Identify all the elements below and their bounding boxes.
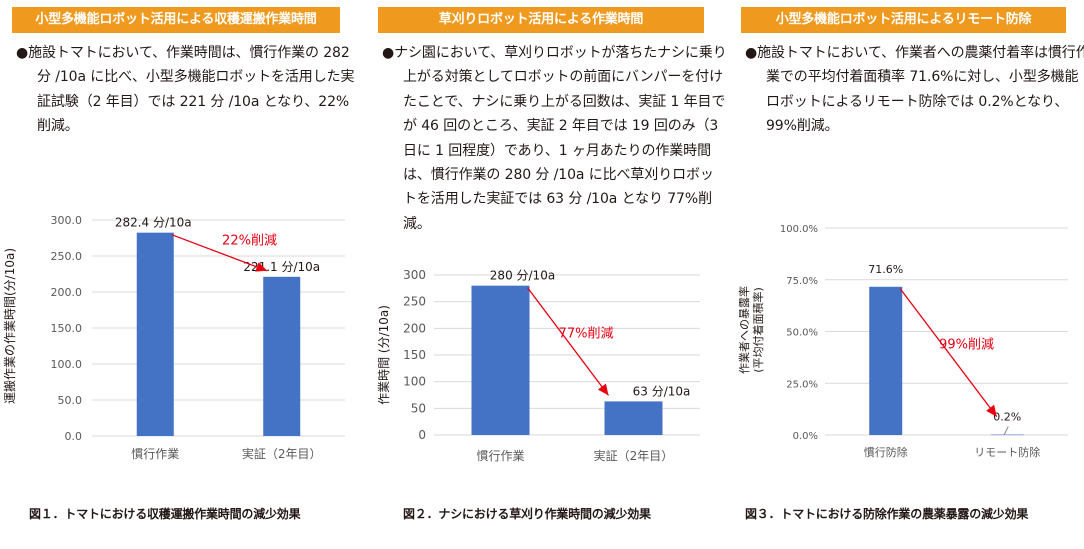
reduction-arrowhead — [255, 262, 268, 272]
y-tick-label: 200.0 — [51, 286, 83, 299]
bullet-icon: ● — [745, 45, 758, 61]
bar — [263, 276, 301, 436]
reduction-arrow — [526, 287, 610, 396]
y-tick-label: 150 — [403, 348, 426, 362]
reduction-arrowhead — [986, 404, 997, 417]
panel-3-text: 施設トマトにおいて、作業者への農薬付着率は慣行作業での平均付着面積率 71.6%… — [757, 45, 1084, 135]
y-axis-label-2: (平均付着面積率) — [751, 287, 765, 373]
panel-1-text: 施設トマトにおいて、作業時間は、慣行作業の 282 分 /10a に比べ、小型多… — [28, 45, 355, 135]
category-label: 慣行防除 — [864, 445, 908, 459]
y-tick-label: 100.0 — [51, 358, 83, 371]
category-label: 実証（2年目） — [242, 446, 322, 461]
panel-3-description: ●施設トマトにおいて、作業者への農薬付着率は慣行作業での平均付着面積率 71.6… — [745, 41, 1084, 139]
panel-1-header: 小型多機能ロボット活用による収穫運搬作業時間 — [12, 7, 340, 33]
category-label: 慣行作業 — [476, 448, 524, 463]
category-label: 実証（2年目） — [594, 448, 674, 463]
data-label: 0.2% — [993, 411, 1021, 424]
y-tick-label: 250.0 — [51, 250, 83, 263]
bar — [604, 401, 663, 435]
panel-1-description: ●施設トマトにおいて、作業時間は、慣行作業の 282 分 /10a に比べ、小型… — [16, 41, 363, 139]
y-tick-label: 0 — [418, 428, 426, 442]
panel-2-description: ●ナシ園において、草刈りロボットが落ちたナシに乗り上がる対策としてロボットの前面… — [382, 41, 727, 236]
bar — [990, 434, 1024, 436]
y-tick-label: 250 — [403, 295, 426, 309]
y-tick-label: 25.0% — [786, 379, 818, 390]
panel-3-header: 小型多機能ロボット活用によるリモート防除 — [741, 7, 1066, 33]
chart-mowing-time: 0 50 100 150 200 250 300 作業時間 (分/10a) 280 分/10a 慣… — [377, 268, 700, 463]
chart-harvest-transport-time: 0.0 50.0 100.0 150.0 200.0 250.0 300.0 運搬作業の作業時… — [2, 214, 345, 461]
y-tick-label: 100 — [403, 375, 426, 389]
panel-2-header: 草刈りロボット活用による作業時間 — [378, 7, 704, 33]
data-label: 282.4 分/10a — [115, 216, 192, 230]
y-axis-label: 運搬作業の作業時間(分/10a) — [2, 248, 17, 404]
y-tick-label: 200 — [403, 321, 426, 335]
data-label: 71.6% — [868, 263, 903, 276]
panel-harvest-transport: 小型多機能ロボット活用による収穫運搬作業時間 ●施設トマトにおいて、作業時間は、… — [0, 0, 362, 549]
panel-2-text: ナシ園において、草刈りロボットが落ちたナシに乗り上がる対策としてロボットの前面に… — [394, 45, 727, 232]
reduction-annotation: 22%削減 — [222, 233, 277, 249]
reduction-annotation: 99%削減 — [939, 337, 994, 353]
y-axis-label: 作業者への暴露率 — [737, 286, 751, 374]
panel-mowing: 草刈りロボット活用による作業時間 ●ナシ園において、草刈りロボットが落ちたナシに… — [370, 0, 727, 549]
y-tick-label: 150.0 — [51, 322, 83, 335]
y-tick-label: 75.0% — [786, 276, 818, 287]
bullet-icon: ● — [382, 45, 395, 61]
y-tick-label: 300.0 — [51, 214, 83, 227]
y-tick-label: 100.0% — [780, 224, 818, 235]
panel-1-caption: 図１．トマトにおける収穫運搬作業時間の減少効果 — [29, 507, 301, 521]
bar — [471, 285, 530, 435]
panel-2-caption: 図２．ナシにおける草刈り作業時間の減少効果 — [403, 507, 651, 521]
y-tick-label: 0.0% — [793, 431, 818, 442]
bar — [136, 232, 174, 436]
y-tick-label: 0.0 — [65, 430, 83, 443]
data-label-leader — [1003, 426, 1009, 435]
category-label: リモート防除 — [974, 445, 1040, 459]
reduction-annotation: 77%削減 — [559, 326, 614, 342]
y-tick-label: 300 — [403, 268, 426, 282]
reduction-arrow — [899, 288, 998, 417]
bar — [869, 286, 903, 435]
bullet-icon: ● — [16, 45, 29, 61]
category-label: 慣行作業 — [131, 446, 179, 461]
data-label: 280 分/10a — [490, 269, 555, 283]
panel-3-caption: 図３．トマトにおける防除作業の農薬暴露の減少効果 — [745, 507, 1029, 521]
y-tick-label: 50 — [411, 401, 426, 415]
y-tick-label: 50.0 — [58, 394, 83, 407]
data-label: 63 分/10a — [633, 384, 691, 398]
chart-pesticide-exposure: 0.0% 25.0% 50.0% 75.0% 100.0% 作業者への暴露率 (平均付着面積… — [737, 224, 1068, 459]
reduction-arrowhead — [597, 383, 609, 396]
y-tick-label: 50.0% — [786, 328, 818, 339]
reduction-arrow — [171, 234, 268, 272]
panel-remote-spraying: 小型多機能ロボット活用によるリモート防除 ●施設トマトにおいて、作業者への農薬付… — [733, 0, 1084, 549]
y-axis-label: 作業時間 (分/10a) — [377, 305, 391, 405]
